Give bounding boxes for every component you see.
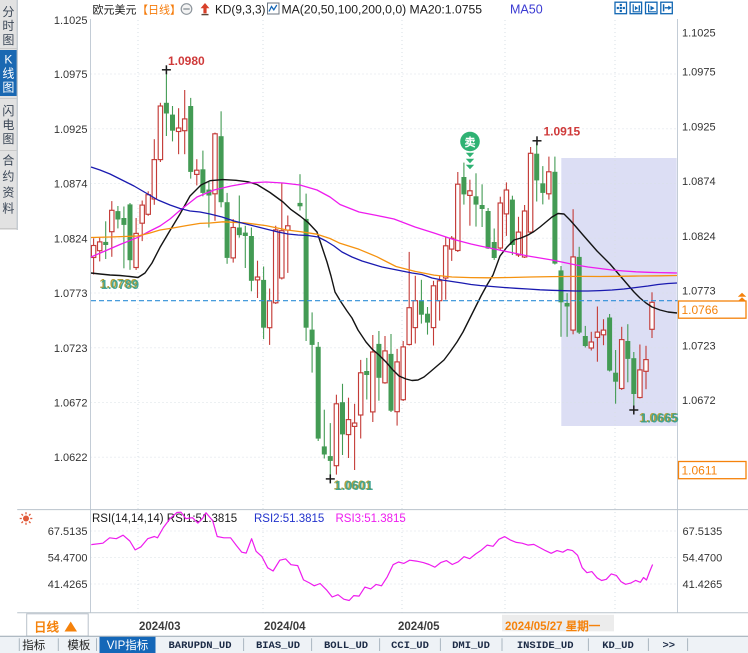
svg-text:RSI3:51.3815: RSI3:51.3815 — [336, 513, 406, 525]
svg-text:2024/05: 2024/05 — [398, 621, 440, 633]
svg-text:1.1025: 1.1025 — [682, 28, 716, 40]
svg-text:BOLL_UD: BOLL_UD — [324, 640, 368, 652]
svg-text:资: 资 — [2, 186, 14, 200]
svg-text:BIAS_UD: BIAS_UD — [256, 640, 300, 652]
svg-text:1.0925: 1.0925 — [54, 124, 88, 136]
svg-text:指标: 指标 — [22, 638, 45, 652]
svg-text:1.0915: 1.0915 — [544, 125, 581, 139]
svg-text:1.0980: 1.0980 — [168, 54, 205, 68]
svg-text:1.0601: 1.0601 — [334, 478, 372, 492]
svg-text:闪: 闪 — [2, 104, 14, 118]
svg-text:日线: 日线 — [34, 620, 60, 635]
svg-text:电: 电 — [2, 118, 14, 132]
svg-text:图: 图 — [2, 33, 14, 47]
svg-text:1.0665: 1.0665 — [640, 412, 678, 426]
svg-text:1.0601: 1.0601 — [335, 479, 373, 493]
svg-text:41.4265: 41.4265 — [48, 579, 88, 591]
svg-text:模板: 模板 — [67, 638, 90, 652]
svg-text:1.0622: 1.0622 — [54, 452, 88, 464]
svg-text:1.1025: 1.1025 — [54, 15, 88, 27]
svg-text:1.0611: 1.0611 — [682, 464, 718, 478]
svg-text:1.0975: 1.0975 — [682, 67, 716, 79]
svg-text:RSI(14,14,14) RSI1:51.3815: RSI(14,14,14) RSI1:51.3815 — [92, 513, 237, 525]
svg-text:2024/04: 2024/04 — [264, 621, 306, 633]
svg-text:1.0723: 1.0723 — [682, 340, 716, 352]
svg-text:1.0789: 1.0789 — [100, 277, 138, 291]
svg-text:1.0672: 1.0672 — [682, 395, 716, 407]
svg-text:1.0975: 1.0975 — [54, 69, 88, 81]
svg-text:料: 料 — [2, 202, 14, 216]
svg-text:RSI2:51.3815: RSI2:51.3815 — [254, 513, 324, 525]
svg-text:卖: 卖 — [465, 135, 476, 149]
svg-text:KD(9,3,3): KD(9,3,3) — [215, 3, 266, 17]
svg-text:INSIDE_UD: INSIDE_UD — [517, 640, 574, 652]
svg-text:1.0925: 1.0925 — [682, 121, 716, 133]
svg-text:图: 图 — [2, 81, 14, 95]
svg-text:【日线】: 【日线】 — [137, 3, 181, 17]
svg-text:54.4700: 54.4700 — [48, 553, 88, 565]
svg-text:2024/03: 2024/03 — [139, 621, 181, 633]
svg-text:54.4700: 54.4700 — [683, 553, 723, 565]
svg-text:1.0824: 1.0824 — [682, 231, 716, 243]
svg-text:1.0766: 1.0766 — [682, 303, 719, 317]
svg-text:1.0773: 1.0773 — [54, 288, 88, 300]
svg-text:合: 合 — [2, 153, 14, 168]
svg-text:>>: >> — [662, 640, 675, 652]
svg-text:1.0723: 1.0723 — [54, 343, 88, 355]
svg-text:1.0773: 1.0773 — [682, 286, 716, 298]
svg-text:1.0789: 1.0789 — [101, 278, 139, 292]
svg-text:67.5135: 67.5135 — [683, 526, 723, 538]
svg-text:欧元美元: 欧元美元 — [93, 4, 137, 17]
svg-text:CCI_UD: CCI_UD — [391, 640, 429, 652]
svg-text:K: K — [4, 53, 12, 67]
svg-text:MA50: MA50 — [510, 3, 543, 17]
svg-text:41.4265: 41.4265 — [683, 579, 723, 591]
svg-text:图: 图 — [2, 132, 14, 146]
svg-text:时: 时 — [2, 19, 14, 33]
svg-text:1.0874: 1.0874 — [682, 176, 716, 188]
svg-text:1.0874: 1.0874 — [54, 179, 88, 191]
svg-text:67.5135: 67.5135 — [48, 526, 88, 538]
svg-text:KD_UD: KD_UD — [602, 640, 634, 652]
svg-text:BARUPDN_UD: BARUPDN_UD — [168, 640, 231, 652]
svg-text:MA(20,50,100,200,0,0) MA20:1.0: MA(20,50,100,200,0,0) MA20:1.0755 — [282, 3, 483, 17]
svg-text:1.0824: 1.0824 — [54, 233, 88, 245]
svg-text:分: 分 — [2, 5, 14, 19]
svg-text:2024/05/27 星期一: 2024/05/27 星期一 — [505, 619, 601, 633]
svg-text:1.0672: 1.0672 — [54, 398, 88, 410]
svg-text:VIP指标: VIP指标 — [107, 638, 149, 652]
svg-text:线: 线 — [2, 67, 14, 81]
svg-text:DMI_UD: DMI_UD — [452, 640, 490, 652]
svg-text:1.0665: 1.0665 — [639, 411, 677, 425]
svg-text:约: 约 — [2, 169, 14, 184]
